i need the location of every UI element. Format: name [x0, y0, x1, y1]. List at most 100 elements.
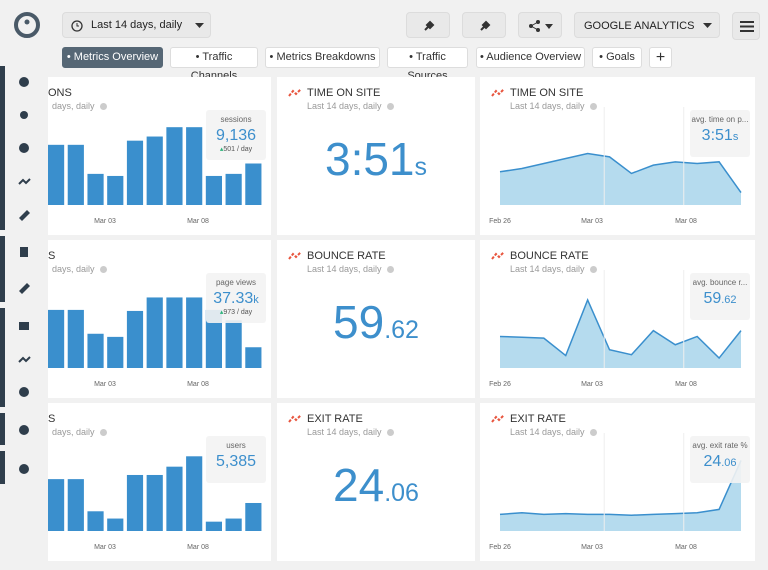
box-number: 59 [703, 290, 722, 307]
tab[interactable]: • Audience Overview [476, 47, 585, 68]
x-axis-label: Feb 26 [489, 544, 511, 551]
box-suffix: .62 [721, 294, 737, 306]
bar [146, 297, 163, 368]
logo[interactable] [13, 11, 41, 39]
subtitle-text: Last 14 days, daily [307, 264, 382, 274]
tab[interactable]: • Metrics Breakdowns [265, 47, 380, 68]
box-label: sessions [220, 115, 252, 124]
box-suffix: .06 [721, 457, 737, 469]
value-box: page views 37.33k ▴973 / day [206, 273, 266, 323]
bar [146, 474, 163, 531]
bar [146, 136, 163, 205]
tab-dot: • [409, 51, 416, 63]
bar [87, 333, 104, 368]
big-value: 24 [333, 459, 385, 511]
bar [67, 144, 84, 205]
subtitle-text: days, daily [52, 427, 95, 437]
tab[interactable]: • Traffic Channels [170, 47, 258, 82]
bar [225, 320, 242, 368]
value-box: avg. exit rate % 24.06 [690, 436, 750, 483]
info-dot [100, 266, 108, 274]
plug-icon [424, 20, 435, 31]
sidebar [0, 64, 48, 565]
bar [205, 175, 222, 205]
box-label: avg. exit rate % [692, 441, 748, 450]
bar [126, 310, 144, 368]
box-change: ▴501 / day [206, 145, 266, 153]
line [499, 460, 742, 516]
tab-dot: • [599, 51, 607, 63]
date-range: Last 14 days, daily [91, 19, 183, 31]
source-dropdown[interactable]: GOOGLE ANALYTICS [574, 12, 720, 38]
subtitle-text: Last 14 days, daily [307, 101, 382, 111]
widget-icon [288, 414, 302, 423]
widget-title: EXIT RATE [510, 413, 566, 425]
plug-button[interactable] [406, 12, 450, 38]
widget-title: S [48, 250, 56, 262]
subtitle-text: days, daily [52, 264, 95, 274]
big-suffix: .62 [384, 316, 419, 344]
menu-button[interactable] [732, 12, 760, 40]
add-tab[interactable]: + [649, 47, 672, 68]
widget-subtitle: Last 14 days, daily [307, 427, 395, 437]
tab[interactable]: • Traffic Sources [387, 47, 468, 82]
x-axis-label: Mar 03 [581, 544, 603, 551]
bar [107, 518, 124, 531]
info-dot [100, 103, 108, 111]
bar [166, 297, 183, 368]
widget-subtitle: days, daily [52, 101, 108, 111]
tab-dot: • [66, 51, 74, 63]
mini-chart: Feb 26 Mar 03 Mar 08 [489, 107, 742, 225]
bar [245, 163, 262, 205]
tab-dot: • [479, 51, 487, 63]
tab-label: Metrics Overview [73, 51, 159, 63]
bar [205, 309, 222, 368]
clock-icon [71, 20, 83, 32]
share-icon [529, 20, 553, 32]
date-dropdown[interactable]: Last 14 days, daily [62, 12, 211, 38]
widget-subtitle: days, daily [52, 264, 108, 274]
subtitle-text: Last 14 days, daily [510, 101, 585, 111]
source-name: GOOGLE ANALYTICS [584, 20, 695, 32]
info-dot [387, 266, 395, 274]
big-number: 24.06 [277, 458, 475, 512]
bar [245, 502, 262, 531]
x-axis-label: Mar 03 [94, 381, 116, 388]
box-number: 24 [703, 453, 722, 470]
caret [195, 23, 204, 28]
box-label: avg. bounce r... [692, 278, 748, 287]
widget-title: BOUNCE RATE [510, 250, 589, 262]
subtitle-text: Last 14 days, daily [307, 427, 382, 437]
widget-icon [491, 414, 505, 423]
bar [126, 474, 144, 531]
widget-subtitle: days, daily [52, 427, 108, 437]
box-value: 9,136 [206, 127, 266, 145]
x-axis-label: Feb 26 [489, 381, 511, 388]
sync-icon [480, 20, 491, 31]
x-axis-label: Mar 03 [581, 381, 603, 388]
caret [703, 23, 712, 28]
x-axis-label: Mar 08 [675, 544, 697, 551]
widget-title: S [48, 413, 56, 425]
widget-card: EXIT RATE Last 14 days, daily 24.06 [277, 403, 475, 561]
big-suffix: .06 [384, 479, 419, 507]
tab[interactable]: • Metrics Overview [62, 47, 163, 68]
box-value: 59.62 [690, 290, 750, 308]
widget-card: BOUNCE RATE Last 14 days, daily Feb 26 Mar… [480, 240, 755, 398]
x-axis-label: Mar 08 [675, 218, 697, 225]
widget-title: TIME ON SITE [307, 87, 381, 99]
mini-chart: Feb 26 Mar 03 Mar 08 [489, 270, 742, 388]
tab-label: Goals [606, 51, 635, 63]
change-text: 973 / day [223, 309, 253, 316]
bar [166, 127, 183, 205]
share-button[interactable] [518, 12, 562, 38]
tab[interactable]: • Goals [592, 47, 642, 68]
x-axis-label: Mar 08 [187, 218, 209, 225]
area [500, 153, 741, 205]
widget-title: EXIT RATE [307, 413, 363, 425]
x-axis-label: Mar 08 [187, 544, 209, 551]
value-box: avg. bounce r... 59.62 [690, 273, 750, 320]
tab-label: Metrics Breakdowns [276, 51, 376, 63]
sync-button[interactable] [462, 12, 506, 38]
